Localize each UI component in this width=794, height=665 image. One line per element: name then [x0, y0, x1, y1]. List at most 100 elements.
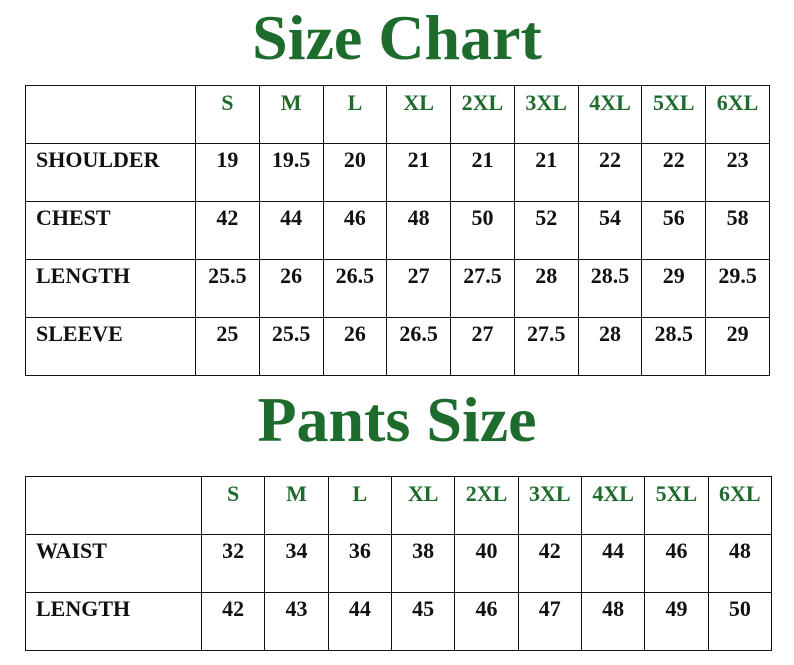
value-cell: 27.5: [450, 259, 515, 318]
measurement-value: 54: [598, 205, 621, 230]
table-row-shoulder: SHOULDER 19 19.5 20 21 21 21 22 22 23: [25, 143, 770, 202]
measurement-value: 19: [216, 147, 239, 172]
size-header-5xl: 5XL: [641, 85, 707, 144]
measurement-value: 42: [538, 538, 561, 563]
size-header-5xl: 5XL: [644, 476, 709, 535]
row-label: LENGTH: [36, 596, 131, 621]
value-cell: 44: [580, 534, 646, 593]
measurement-value: 48: [602, 596, 625, 621]
size-header-s: S: [200, 476, 266, 535]
measurement-value: 56: [662, 205, 685, 230]
value-cell: 49: [644, 592, 709, 651]
measurement-value: 28.5: [654, 321, 693, 346]
value-cell: 44: [258, 201, 324, 260]
size-header-m: M: [258, 85, 324, 144]
row-label: CHEST: [36, 205, 111, 230]
value-cell: 56: [641, 201, 707, 260]
value-cell: 43: [264, 592, 329, 651]
value-cell: 26: [258, 259, 324, 318]
value-cell: 48: [580, 592, 646, 651]
measurement-value: 28.5: [590, 263, 630, 288]
value-cell: 34: [264, 534, 329, 593]
measurement-value: 48: [728, 538, 751, 563]
value-cell: 26: [322, 317, 388, 376]
table-row-sleeve: SLEEVE 25 25.5 26 26.5 27 27.5 28 28.5 29: [25, 317, 770, 376]
table-row-chest: CHEST 42 44 46 48 50 52 54 56 58: [25, 201, 770, 260]
size-header-l: L: [327, 476, 392, 535]
measurement-value: 29: [726, 321, 749, 346]
measurement-value: 42: [216, 205, 239, 230]
size-header-6xl: 6XL: [705, 85, 770, 144]
size-header-2xl: 2XL: [450, 85, 515, 144]
value-cell: 58: [705, 201, 770, 260]
measurement-value: 22: [598, 147, 621, 172]
value-cell: 48: [707, 534, 773, 593]
value-cell: 48: [386, 201, 452, 260]
row-label-cell: SLEEVE: [25, 317, 196, 376]
size-header-xl: XL: [390, 476, 456, 535]
value-cell: 22: [577, 143, 643, 202]
measurement-value: 25: [216, 321, 239, 346]
measurement-value: 47: [538, 596, 561, 621]
measurement-value: 27.5: [526, 321, 566, 346]
measurement-value: 50: [471, 205, 494, 230]
measurement-value: 26: [280, 263, 303, 288]
value-cell: 42: [195, 201, 260, 260]
value-cell: 29: [641, 259, 707, 318]
value-cell: 25.5: [195, 259, 260, 318]
measurement-value: 25.5: [208, 263, 247, 288]
value-cell: 19.5: [258, 143, 324, 202]
value-cell: 36: [327, 534, 392, 593]
value-cell: 47: [517, 592, 582, 651]
table-row-length: LENGTH 42 43 44 45 46 47 48 49 50: [25, 592, 773, 651]
measurement-value: 27: [471, 321, 494, 346]
row-label-cell: WAIST: [25, 534, 202, 593]
size-header-s: S: [195, 85, 260, 144]
pants-size-table: S M L XL 2XL 3XL 4XL 5XL 6XL WAIST 32 34 36 38 40 42 44 4…: [25, 476, 773, 651]
value-cell: 28.5: [577, 259, 643, 318]
value-cell: 26.5: [322, 259, 388, 318]
value-cell: 27: [450, 317, 515, 376]
measurement-value: 32: [222, 538, 245, 563]
empty-corner-cell: [25, 85, 196, 144]
table-row-waist: WAIST 32 34 36 38 40 42 44 46 48: [25, 534, 773, 593]
measurement-value: 44: [602, 538, 625, 563]
shirt-size-table: S M L XL 2XL 3XL 4XL 5XL 6XL SHOULDER 19 19.5 20 21 21…: [25, 85, 770, 376]
row-label-cell: LENGTH: [25, 259, 196, 318]
value-cell: 21: [513, 143, 579, 202]
value-cell: 25.5: [258, 317, 324, 376]
row-label: WAIST: [36, 538, 107, 563]
value-cell: 46: [644, 534, 709, 593]
value-cell: 26.5: [386, 317, 452, 376]
measurement-value: 27.5: [463, 263, 502, 288]
value-cell: 54: [577, 201, 643, 260]
size-header-4xl: 4XL: [577, 85, 643, 144]
measurement-value: 36: [348, 538, 371, 563]
size-header-6xl: 6XL: [707, 476, 773, 535]
size-header-3xl: 3XL: [513, 85, 579, 144]
value-cell: 23: [705, 143, 770, 202]
measurement-value: 20: [343, 147, 366, 172]
value-cell: 46: [454, 592, 519, 651]
value-cell: 38: [390, 534, 456, 593]
measurement-value: 26.5: [335, 263, 375, 288]
measurement-value: 42: [222, 596, 245, 621]
measurement-value: 28: [535, 263, 558, 288]
row-label: SHOULDER: [36, 147, 160, 172]
measurement-value: 52: [535, 205, 558, 230]
measurement-value: 40: [475, 538, 498, 563]
measurement-value: 49: [665, 596, 688, 621]
pants-size-title: Pants Size: [257, 384, 537, 455]
measurement-value: 23: [726, 147, 749, 172]
value-cell: 50: [450, 201, 515, 260]
measurement-value: 58: [726, 205, 749, 230]
measurement-value: 34: [285, 538, 308, 563]
value-cell: 22: [641, 143, 707, 202]
value-cell: 32: [200, 534, 266, 593]
value-cell: 42: [200, 592, 266, 651]
row-label-cell: LENGTH: [25, 592, 202, 651]
value-cell: 21: [386, 143, 452, 202]
measurement-value: 50: [728, 596, 751, 621]
measurement-value: 21: [407, 147, 430, 172]
value-cell: 21: [450, 143, 515, 202]
